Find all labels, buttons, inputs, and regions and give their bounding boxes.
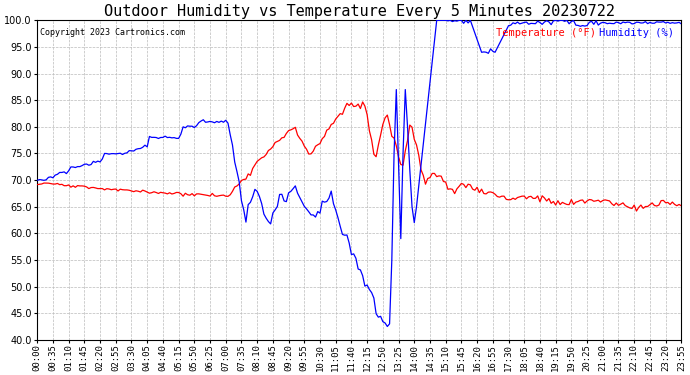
Legend: Temperature (°F), Humidity (%): Temperature (°F), Humidity (%)	[494, 26, 676, 40]
Title: Outdoor Humidity vs Temperature Every 5 Minutes 20230722: Outdoor Humidity vs Temperature Every 5 …	[104, 4, 615, 19]
Text: Copyright 2023 Cartronics.com: Copyright 2023 Cartronics.com	[41, 28, 186, 38]
